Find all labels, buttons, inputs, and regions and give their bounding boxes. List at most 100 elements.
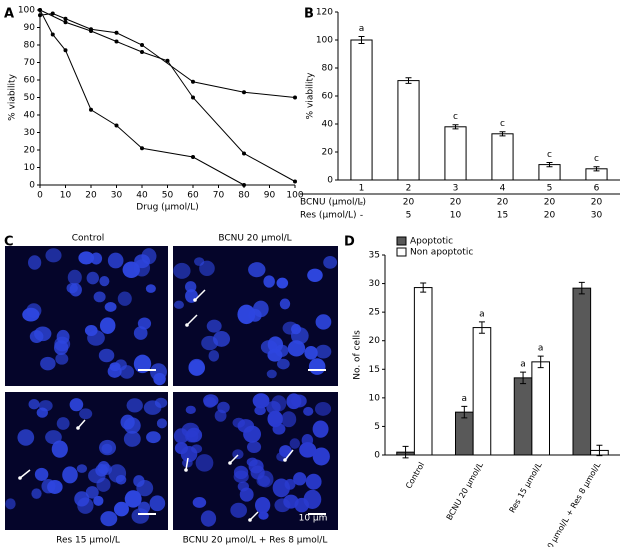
cell-nucleus	[250, 465, 265, 480]
arrow	[185, 457, 189, 471]
cell-nucleus	[85, 486, 99, 499]
cell-nucleus	[299, 442, 317, 458]
bar	[455, 411, 474, 456]
cell-nucleus	[141, 248, 157, 265]
cell-nucleus	[133, 326, 148, 340]
y-tick-label: 90	[24, 23, 36, 33]
data-point	[89, 29, 93, 33]
cell-nucleus	[154, 397, 168, 408]
error-bar	[461, 405, 468, 419]
x-tick-label: BCNU 20 μmol/L + Res 8 μmol/L	[530, 460, 602, 547]
y-tick-label: 30	[24, 128, 36, 138]
cell-nucleus	[291, 394, 307, 408]
annotation: a	[462, 394, 468, 404]
arrow-head	[18, 476, 22, 480]
y-tick-label: 100	[316, 36, 333, 46]
annotation: c	[594, 154, 599, 164]
cell-nucleus	[232, 449, 244, 460]
cell-nucleus	[232, 417, 246, 428]
cell-nucleus	[281, 411, 297, 428]
bar	[531, 361, 550, 456]
table-cell: 20	[544, 211, 556, 221]
cell-nucleus	[34, 467, 49, 481]
y-tick-label: 25	[369, 308, 380, 318]
error-bar	[499, 131, 506, 137]
y-tick-label: 20	[369, 336, 381, 346]
x-tick-label: 60	[187, 191, 199, 201]
cell-nucleus	[253, 300, 269, 318]
cell-nucleus	[66, 283, 78, 294]
cell-nucleus	[55, 352, 69, 365]
cell-nucleus	[203, 394, 219, 407]
data-point	[50, 11, 55, 16]
y-tick-label: 15	[369, 365, 380, 375]
x-tick-label: 20	[85, 191, 97, 201]
annotation: c	[500, 119, 505, 129]
series-line	[39, 9, 245, 186]
series-line	[39, 9, 296, 182]
arrow	[194, 289, 206, 301]
x-tick-label: 2	[406, 184, 412, 194]
table-cell: 20	[450, 198, 462, 208]
table-cell: 20	[544, 198, 556, 208]
cell-nucleus	[312, 420, 329, 438]
cell-nucleus	[22, 307, 40, 322]
data-point	[293, 179, 297, 184]
y-tick-label: 60	[24, 76, 36, 86]
cell-nucleus	[246, 441, 262, 453]
bar	[413, 287, 433, 456]
y-tick-label: 0	[29, 181, 35, 191]
cell-nucleus	[279, 298, 291, 310]
cell-nucleus	[28, 399, 40, 410]
bar	[350, 39, 373, 181]
error-bar	[420, 282, 427, 293]
panel-label: A	[4, 7, 14, 22]
cell-nucleus	[254, 496, 271, 514]
cell-nucleus	[36, 407, 48, 418]
cell-nucleus	[133, 259, 151, 277]
data-point	[191, 95, 195, 100]
cell-nucleus	[191, 444, 203, 454]
cell-nucleus	[233, 465, 249, 480]
annotation: a	[538, 344, 544, 354]
cell-nucleus	[79, 408, 93, 420]
cell-nucleus	[56, 417, 70, 430]
cell-nucleus	[45, 430, 62, 445]
cell-nucleus	[214, 409, 227, 422]
cell-nucleus	[115, 474, 127, 485]
cell-nucleus	[173, 300, 184, 309]
cell-nucleus	[276, 277, 289, 289]
cell-nucleus	[323, 256, 338, 269]
bar	[513, 377, 533, 456]
cell-nucleus	[99, 317, 116, 334]
error-bar	[537, 355, 544, 369]
cell-nucleus	[156, 418, 167, 429]
data-point	[165, 58, 170, 63]
table-cell: -	[360, 198, 363, 208]
cell-nucleus	[98, 348, 115, 363]
cell-nucleus	[237, 304, 256, 325]
y-tick-label: 70	[24, 58, 36, 68]
cell-nucleus	[76, 464, 88, 473]
cell-nucleus	[195, 454, 214, 472]
error-bar	[596, 444, 603, 457]
cell-nucleus	[307, 268, 323, 283]
x-tick-label: 100	[286, 191, 303, 201]
cell-nucleus	[315, 344, 332, 359]
x-tick-label: 30	[111, 191, 123, 201]
y-tick-label: 100	[18, 6, 35, 16]
error-bar	[546, 162, 553, 168]
error-bar	[452, 124, 459, 130]
data-point	[242, 151, 246, 156]
y-tick-label: 0	[327, 176, 333, 186]
cell-nucleus	[123, 431, 141, 447]
x-axis-label: Drug (μmol/L)	[136, 203, 198, 213]
table-cell: 15	[497, 211, 508, 221]
cell-nucleus	[104, 302, 117, 312]
x-tick-label: 70	[213, 191, 225, 201]
data-point	[114, 30, 119, 35]
cell-nucleus	[312, 447, 330, 466]
cell-nucleus	[303, 489, 322, 509]
error-bar	[478, 321, 485, 334]
